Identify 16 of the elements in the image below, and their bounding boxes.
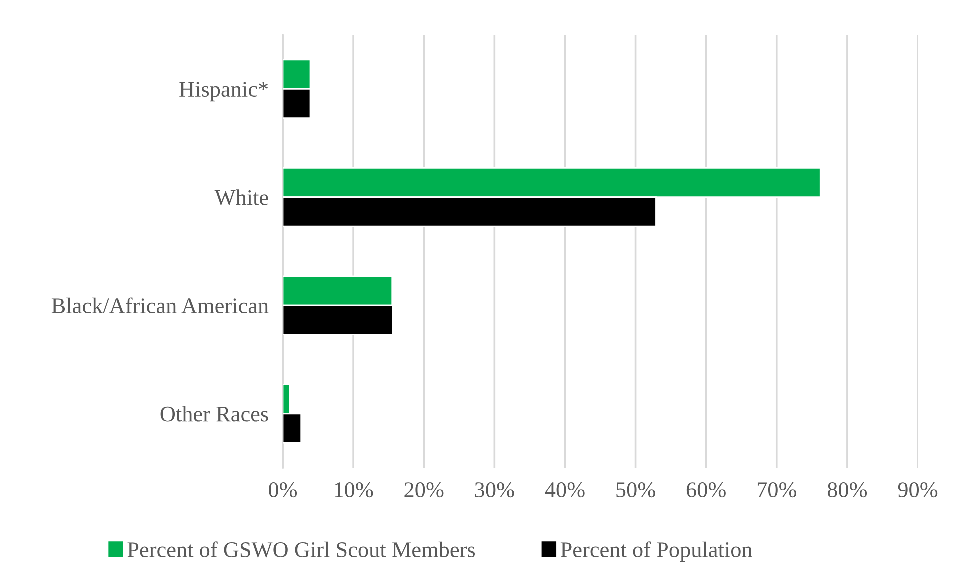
legend-label: Percent of GSWO Girl Scout Members	[128, 542, 476, 558]
x-tick-label: 20%	[404, 482, 444, 498]
x-tick-label: 50%	[616, 482, 656, 498]
y-tick-label: White	[214, 190, 268, 206]
x-tick-label: 30%	[475, 482, 514, 498]
x-tick-label: 80%	[828, 482, 868, 498]
y-tick-label: Other Races	[160, 406, 268, 422]
x-tick-label: 70%	[758, 482, 796, 498]
legend-label: Percent of Population	[560, 542, 753, 562]
x-tick-label: 0%	[269, 482, 298, 498]
y-tick-label: Black/African American	[52, 298, 269, 314]
x-tick-label: 40%	[545, 482, 585, 498]
x-tick-label: 10%	[335, 482, 374, 498]
x-tick-label: 60%	[686, 482, 726, 498]
x-tick-label: 90%	[898, 482, 938, 498]
y-tick-label: Hispanic*	[180, 82, 268, 102]
